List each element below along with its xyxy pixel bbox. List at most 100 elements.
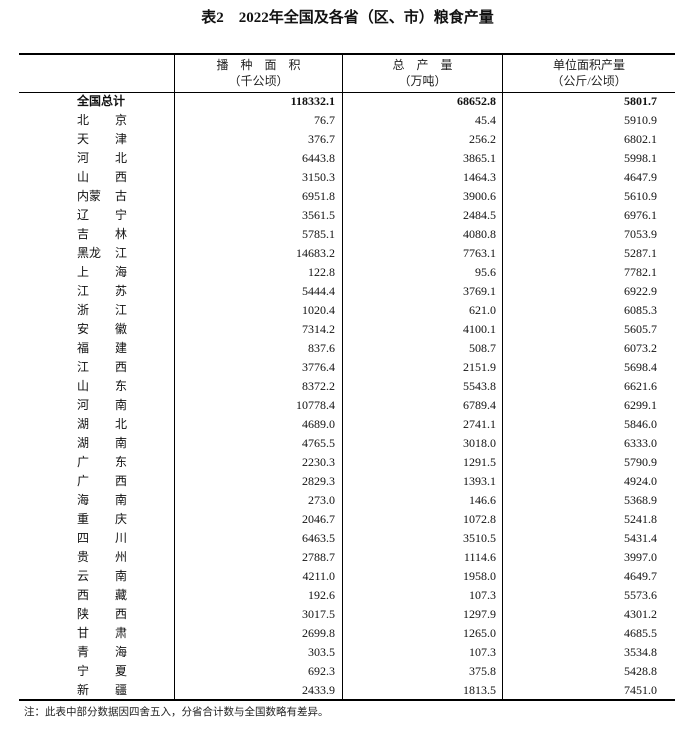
output-cell: 3865.1: [463, 151, 496, 165]
table-row: 宁 夏 692.3 375.8 5428.8: [19, 662, 675, 681]
table-row: 安 徽 7314.2 4100.1 5605.7: [19, 320, 675, 339]
row-name-part: 甘: [77, 626, 90, 640]
row-name-part: 重: [77, 512, 90, 526]
yield-cell: 5368.9: [624, 493, 657, 507]
row-name-part: 福: [77, 341, 90, 355]
total-row: 全国总计 118332.1 68652.8 5801.7: [19, 92, 675, 111]
table-row: 湖 北 4689.0 2741.1 5846.0: [19, 415, 675, 434]
output-cell: 2741.1: [463, 417, 496, 431]
yield-cell: 6976.1: [624, 208, 657, 222]
row-name-part: 西: [77, 588, 90, 602]
output-cell: 3900.6: [463, 189, 496, 203]
yield-cell: 5998.1: [624, 151, 657, 165]
area-cell: 5785.1: [302, 227, 335, 241]
area-cell: 4211.0: [302, 569, 335, 583]
row-name-part: 西: [115, 474, 128, 488]
yield-cell: 4649.7: [624, 569, 657, 583]
row-name-part: 建: [115, 341, 128, 355]
row-name-part: 湖: [77, 436, 90, 450]
output-cell: 4100.1: [463, 322, 496, 336]
row-name-part: 江: [115, 303, 128, 317]
area-cell: 2829.3: [302, 474, 335, 488]
area-cell: 10778.4: [296, 398, 335, 412]
area-cell: 5444.4: [302, 284, 335, 298]
row-name-part: 东: [115, 379, 128, 393]
table-row: 湖 南 4765.5 3018.0 6333.0: [19, 434, 675, 453]
output-cell: 1297.9: [463, 607, 496, 621]
table-row: 上 海 122.8 95.6 7782.1: [19, 263, 675, 282]
table-row: 陕 西 3017.5 1297.9 4301.2: [19, 605, 675, 624]
row-name-part: 西: [115, 170, 128, 184]
row-name-part: 宁: [115, 208, 128, 222]
row-name-part: 西: [115, 360, 128, 374]
row-name-part: 青: [77, 645, 90, 659]
area-cell: 6463.5: [302, 531, 335, 545]
yield-cell: 3534.8: [624, 645, 657, 659]
table-row: 广 西 2829.3 1393.1 4924.0: [19, 472, 675, 491]
area-cell: 8372.2: [302, 379, 335, 393]
output-cell: 68652.8: [457, 94, 496, 108]
yield-cell: 5790.9: [624, 455, 657, 469]
output-cell: 621.0: [469, 303, 496, 317]
header-rule: [19, 92, 675, 93]
row-name-part: 四: [77, 531, 90, 545]
area-cell: 6951.8: [302, 189, 335, 203]
row-name-part: 山: [77, 170, 90, 184]
row-name-part: 贵: [77, 550, 90, 564]
row-name-part: 林: [115, 227, 128, 241]
row-name-part: 广: [77, 474, 90, 488]
area-cell: 118332.1: [290, 94, 335, 108]
column-divider: [502, 55, 503, 699]
header-area: 播 种 面 积 （千公顷）: [175, 57, 342, 88]
row-name-part: 广: [77, 455, 90, 469]
table-row: 内蒙古 6951.8 3900.6 5610.9: [19, 187, 675, 206]
yield-cell: 5846.0: [624, 417, 657, 431]
yield-cell: 5605.7: [624, 322, 657, 336]
output-cell: 95.6: [475, 265, 496, 279]
table-row: 黑龙江 14683.2 7763.1 5287.1: [19, 244, 675, 263]
table-row: 海 南 273.0 146.6 5368.9: [19, 491, 675, 510]
row-name-part: 庆: [115, 512, 128, 526]
yield-cell: 5241.8: [624, 512, 657, 526]
output-cell: 6789.4: [463, 398, 496, 412]
output-cell: 107.3: [469, 588, 496, 602]
header-area-label: 播 种 面 积: [216, 58, 301, 72]
output-cell: 5543.8: [463, 379, 496, 393]
row-name-part: 天: [77, 132, 90, 146]
row-name-part: 陕: [77, 607, 90, 621]
table-row: 四 川 6463.5 3510.5 5431.4: [19, 529, 675, 548]
row-name-part: 北: [115, 417, 128, 431]
table-row: 广 东 2230.3 1291.5 5790.9: [19, 453, 675, 472]
row-name-part: 肃: [115, 626, 128, 640]
area-cell: 192.6: [308, 588, 335, 602]
row-name-part: 辽: [77, 208, 90, 222]
yield-cell: 6922.9: [624, 284, 657, 298]
output-cell: 256.2: [469, 132, 496, 146]
header-yield-label: 单位面积产量: [552, 58, 625, 72]
yield-cell: 4647.9: [624, 170, 657, 184]
table-row: 江 西 3776.4 2151.9 5698.4: [19, 358, 675, 377]
row-name-part: 江: [115, 246, 128, 260]
yield-cell: 5428.8: [624, 664, 657, 678]
row-name-part: 海: [77, 493, 90, 507]
table-row: 天 津 376.7 256.2 6802.1: [19, 130, 675, 149]
table-row: 甘 肃 2699.8 1265.0 4685.5: [19, 624, 675, 643]
row-name-part: 浙: [77, 303, 90, 317]
area-cell: 122.8: [308, 265, 335, 279]
yield-cell: 6085.3: [624, 303, 657, 317]
area-cell: 376.7: [308, 132, 335, 146]
area-cell: 837.6: [308, 341, 335, 355]
table-row: 北 京 76.7 45.4 5910.9: [19, 111, 675, 130]
area-cell: 1020.4: [302, 303, 335, 317]
row-name-part: 南: [115, 436, 128, 450]
row-name-part: 东: [115, 455, 128, 469]
output-cell: 375.8: [469, 664, 496, 678]
table-row: 山 西 3150.3 1464.3 4647.9: [19, 168, 675, 187]
output-cell: 3018.0: [463, 436, 496, 450]
area-cell: 692.3: [308, 664, 335, 678]
table-row: 重 庆 2046.7 1072.8 5241.8: [19, 510, 675, 529]
header-output-unit: （万吨）: [398, 74, 447, 88]
output-cell: 7763.1: [463, 246, 496, 260]
column-divider: [342, 55, 343, 699]
yield-cell: 5698.4: [624, 360, 657, 374]
